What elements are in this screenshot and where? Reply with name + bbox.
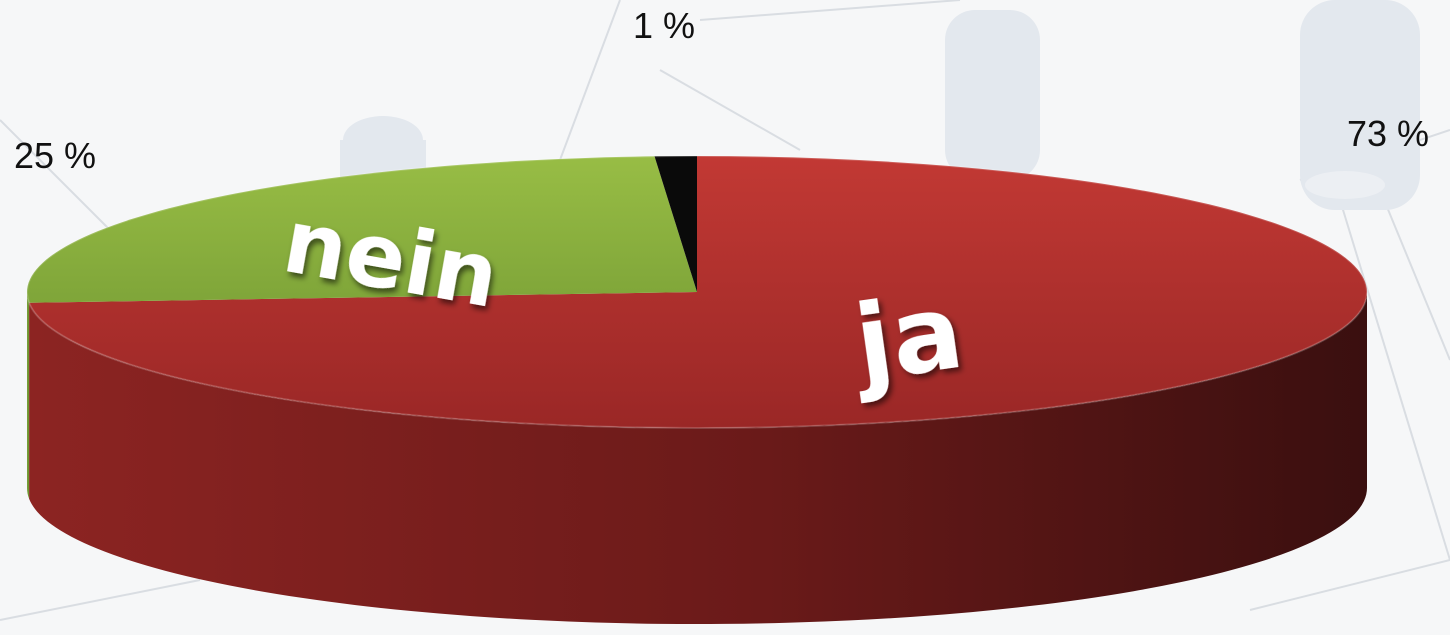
pie-slice-ja [29, 156, 1367, 429]
pie-rim [26, 155, 1368, 429]
pie-side-ja [29, 292, 1368, 625]
slice-label-ja: ja [844, 270, 970, 406]
pie-slice-nein [26, 156, 698, 303]
pie-slice-other [654, 156, 697, 292]
value-label-other: 1 % [633, 5, 696, 46]
pie-side-nein [26, 292, 30, 499]
value-label-nein: 25 % [14, 135, 97, 176]
value-label-ja: 73 % [1347, 113, 1430, 154]
pie-sides [26, 292, 1368, 625]
pie-top [26, 155, 1368, 429]
